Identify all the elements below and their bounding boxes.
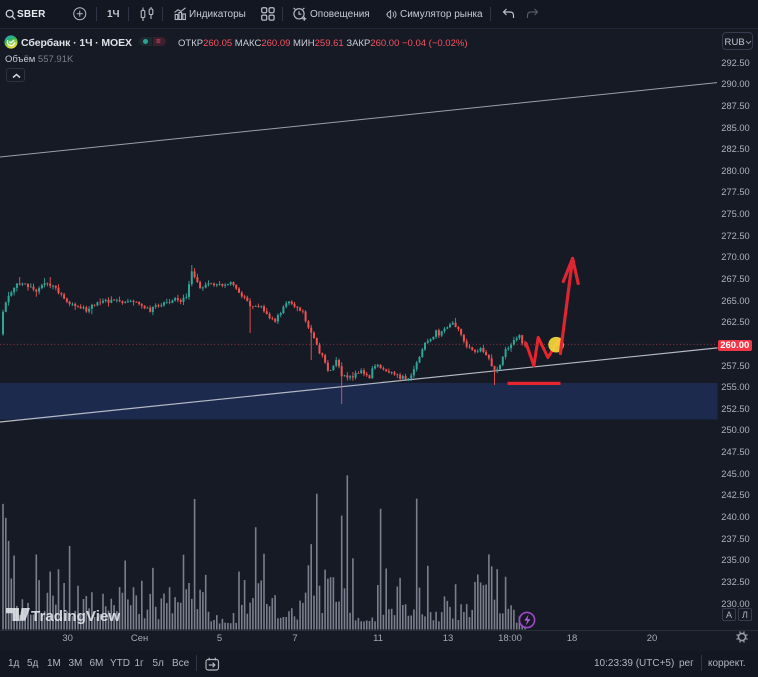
svg-text:TradingView: TradingView <box>31 608 120 625</box>
